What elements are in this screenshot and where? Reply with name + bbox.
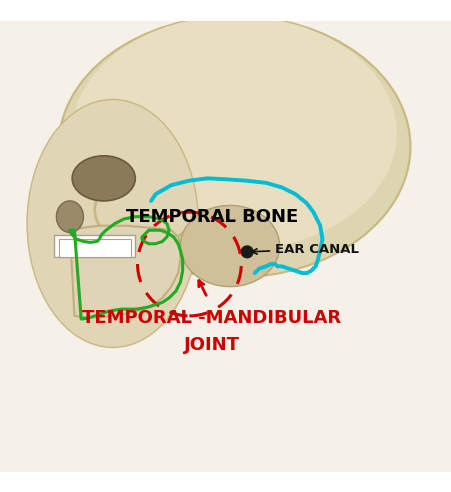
Ellipse shape	[180, 206, 280, 286]
Ellipse shape	[72, 156, 135, 201]
Ellipse shape	[59, 16, 410, 277]
PathPatch shape	[70, 226, 180, 317]
Text: JOINT: JOINT	[184, 336, 240, 354]
Bar	[54, 235, 135, 257]
Ellipse shape	[27, 99, 198, 347]
Circle shape	[241, 246, 253, 258]
Bar	[59, 239, 131, 257]
Text: TEMPORAL -MANDIBULAR: TEMPORAL -MANDIBULAR	[83, 309, 341, 327]
Ellipse shape	[56, 201, 83, 233]
Text: TEMPORAL BONE: TEMPORAL BONE	[126, 208, 298, 226]
Ellipse shape	[72, 16, 397, 250]
Text: EAR CANAL: EAR CANAL	[252, 243, 359, 256]
